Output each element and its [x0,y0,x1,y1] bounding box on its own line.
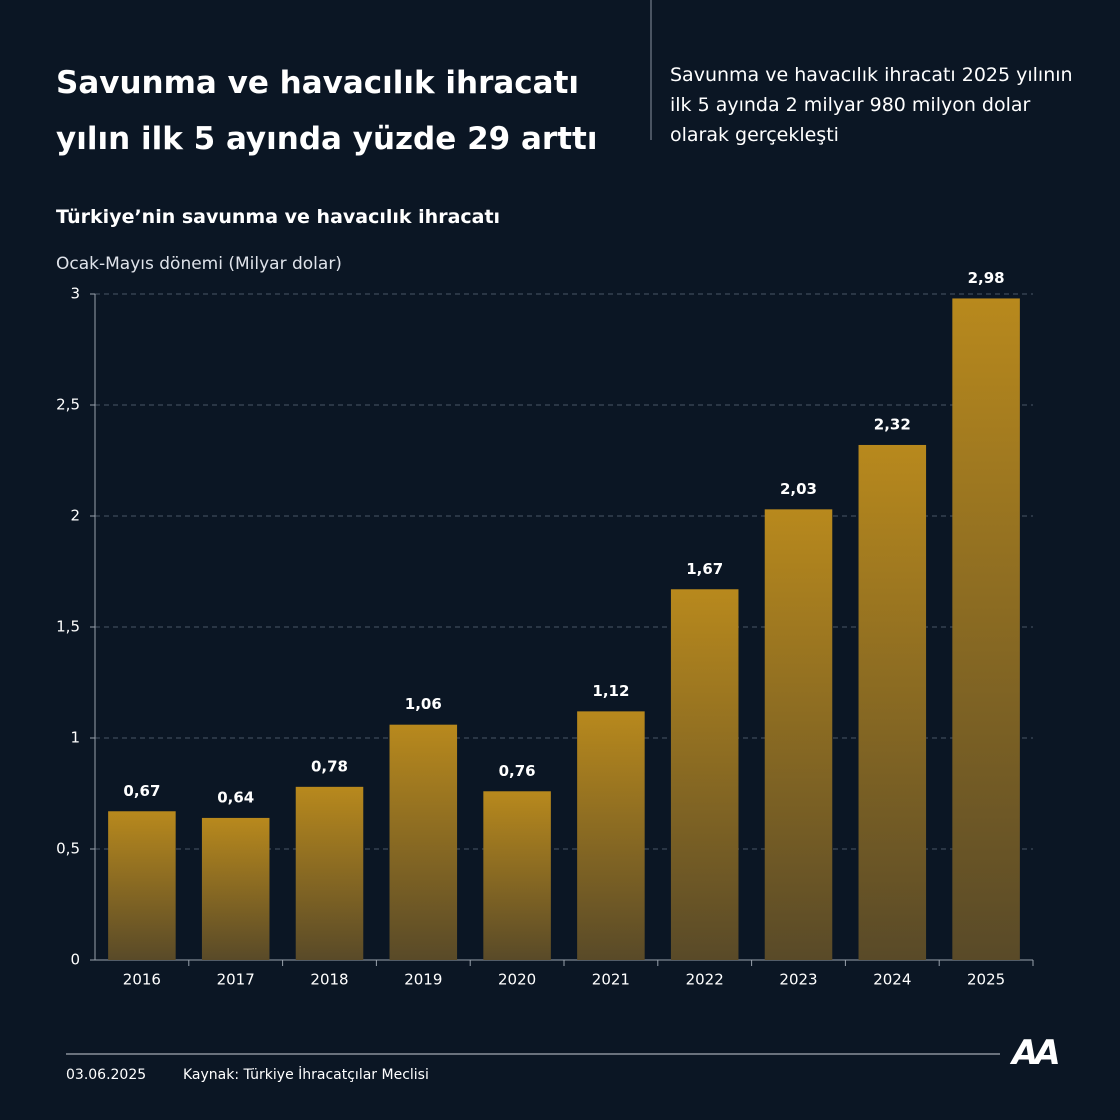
x-tick-label: 2021 [592,971,630,989]
value-label: 1,12 [592,682,629,700]
y-tick-label: 2,5 [56,396,80,414]
source: Kaynak: Türkiye İhracatçılar Meclisi [183,1067,429,1083]
value-label: 0,76 [499,762,536,780]
x-tick-label: 2022 [686,971,724,989]
value-label: 0,78 [311,757,348,775]
value-label: 2,98 [968,269,1005,287]
x-tick-label: 2024 [873,971,911,989]
bar [764,509,833,960]
date: 03.06.2025 [66,1067,147,1083]
bar [952,298,1020,960]
y-axis-label: Ocak-Mayıs dönemi (Milyar dolar) [56,254,342,274]
value-label: 0,64 [217,788,254,806]
x-tick-label: 2017 [217,971,255,989]
bar [483,791,551,960]
y-tick-label: 3 [70,285,80,303]
x-tick-label: 2018 [310,971,348,989]
value-label: 0,67 [123,782,160,800]
bar [108,811,176,960]
title: Savunma ve havacılık ihracatı yılın ilk … [56,65,598,157]
x-tick-label: 2025 [967,971,1005,989]
y-tick-label: 2 [70,507,80,525]
bar [858,444,927,961]
value-label: 2,32 [874,415,911,433]
bar [389,724,458,960]
value-label: 2,03 [780,480,817,498]
x-tick-label: 2023 [779,971,817,989]
bar [577,711,645,960]
y-tick-label: 0,5 [56,840,80,858]
x-tick-label: 2016 [123,971,161,989]
bar [201,817,270,960]
y-tick-label: 1 [70,729,80,747]
value-label: 1,06 [405,695,442,713]
logo: AA [1012,1033,1061,1073]
y-tick-label: 1,5 [56,618,80,636]
bar [670,589,739,960]
value-label: 1,67 [686,560,723,578]
y-tick-label: 0 [70,951,80,969]
x-tick-label: 2019 [404,971,442,989]
x-tick-label: 2020 [498,971,536,989]
bar [295,786,364,960]
chart-title: Türkiye’nin savunma ve havacılık ihracat… [56,206,501,228]
subtitle: Savunma ve havacılık ihracatı 2025 yılın… [670,64,1073,146]
